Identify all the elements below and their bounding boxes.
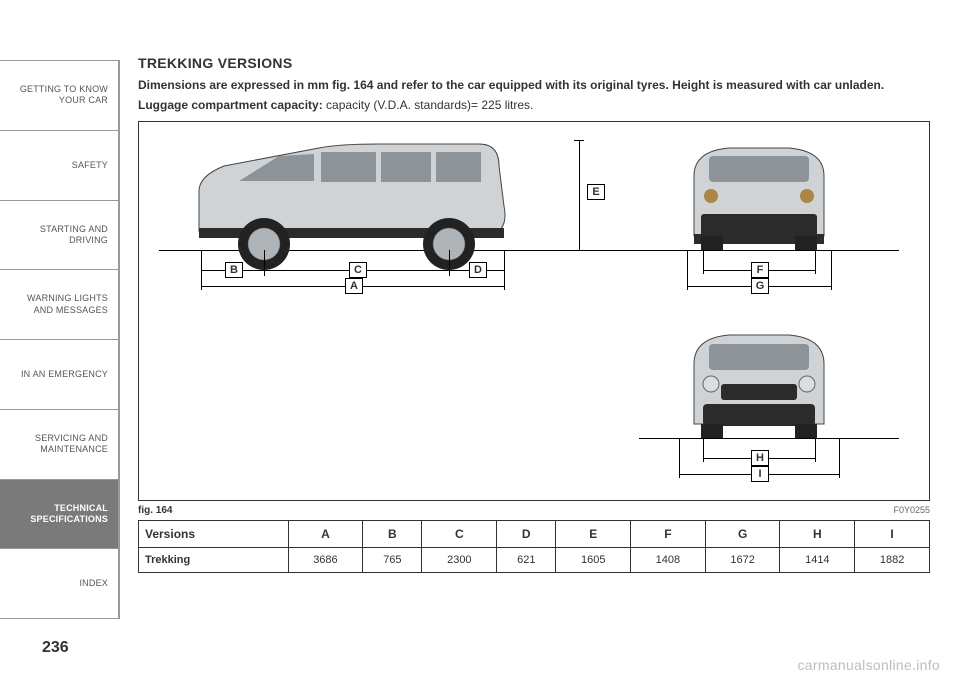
- table-col-f: F: [631, 521, 706, 548]
- sidebar-item-safety[interactable]: SAFETY: [0, 130, 119, 200]
- dim-label-a: A: [345, 278, 363, 294]
- dim-tick: [264, 250, 265, 276]
- table-val-g: 1672: [705, 548, 780, 573]
- section-heading: TREKKING VERSIONS: [138, 55, 930, 71]
- table-col-d: D: [497, 521, 556, 548]
- dim-label-h: H: [751, 450, 769, 466]
- dim-label-i: I: [751, 466, 769, 482]
- dim-tick: [574, 250, 584, 251]
- sidebar-item-getting-to-know[interactable]: GETTING TO KNOWYOUR CAR: [0, 60, 119, 130]
- table-col-h: H: [780, 521, 855, 548]
- table-val-a: 3686: [288, 548, 363, 573]
- dim-tick: [504, 250, 505, 290]
- main-content: TREKKING VERSIONS Dimensions are express…: [120, 0, 960, 679]
- table-row: Trekking 3686 765 2300 621 1605 1408 167…: [139, 548, 930, 573]
- sidebar-item-index[interactable]: INDEX: [0, 548, 119, 619]
- dim-tick: [831, 250, 832, 290]
- sidebar-item-warning-lights[interactable]: WARNING LIGHTSAND MESSAGES: [0, 269, 119, 339]
- dim-tick: [679, 438, 680, 478]
- dim-tick: [815, 438, 816, 462]
- table-col-c: C: [422, 521, 497, 548]
- sidebar-item-starting-driving[interactable]: STARTING ANDDRIVING: [0, 200, 119, 270]
- luggage-prefix: Luggage compartment capacity:: [138, 98, 326, 112]
- table-col-b: B: [363, 521, 422, 548]
- sidebar-item-servicing[interactable]: SERVICING ANDMAINTENANCE: [0, 409, 119, 479]
- dim-line-e: [579, 140, 580, 250]
- sidebar-item-technical-specs[interactable]: TECHNICALSPECIFICATIONS: [0, 479, 119, 549]
- table-header-row: Versions A B C D E F G H I: [139, 521, 930, 548]
- intro-para-2: Luggage compartment capacity: capacity (…: [138, 97, 930, 113]
- dim-label-g: G: [751, 278, 769, 294]
- table-val-d: 621: [497, 548, 556, 573]
- dim-label-c: C: [349, 262, 367, 278]
- table-val-i: 1882: [855, 548, 930, 573]
- table-val-f: 1408: [631, 548, 706, 573]
- dim-tick: [574, 140, 584, 141]
- intro-para-1: Dimensions are expressed in mm fig. 164 …: [138, 77, 930, 93]
- dimensions-table: Versions A B C D E F G H I Trekking 3686…: [138, 520, 930, 573]
- dim-tick: [815, 250, 816, 274]
- table-col-g: G: [705, 521, 780, 548]
- page: GETTING TO KNOWYOUR CAR SAFETY STARTING …: [0, 0, 960, 679]
- luggage-value: capacity (V.D.A. standards)= 225 litres.: [326, 98, 533, 112]
- dim-tick: [449, 250, 450, 276]
- dim-label-b: B: [225, 262, 243, 278]
- table-col-a: A: [288, 521, 363, 548]
- dim-label-e: E: [587, 184, 605, 200]
- table-val-b: 765: [363, 548, 422, 573]
- table-val-e: 1605: [556, 548, 631, 573]
- dim-label-d: D: [469, 262, 487, 278]
- dimensions-diagram: B C D A E: [138, 121, 930, 501]
- sidebar-nav: GETTING TO KNOWYOUR CAR SAFETY STARTING …: [0, 60, 120, 619]
- sidebar-item-emergency[interactable]: IN AN EMERGENCY: [0, 339, 119, 409]
- watermark: carmanualsonline.info: [798, 657, 941, 673]
- figure-caption-row: fig. 164 F0Y0255: [138, 505, 930, 516]
- figure-id: F0Y0255: [893, 505, 930, 516]
- table-col-e: E: [556, 521, 631, 548]
- figure-caption: fig. 164: [138, 505, 172, 516]
- table-header-versions: Versions: [139, 521, 289, 548]
- page-number: 236: [42, 639, 69, 657]
- dim-label-f: F: [751, 262, 769, 278]
- table-row-label: Trekking: [139, 548, 289, 573]
- dim-tick: [687, 250, 688, 290]
- table-val-c: 2300: [422, 548, 497, 573]
- dim-tick: [839, 438, 840, 478]
- table-col-i: I: [855, 521, 930, 548]
- table-val-h: 1414: [780, 548, 855, 573]
